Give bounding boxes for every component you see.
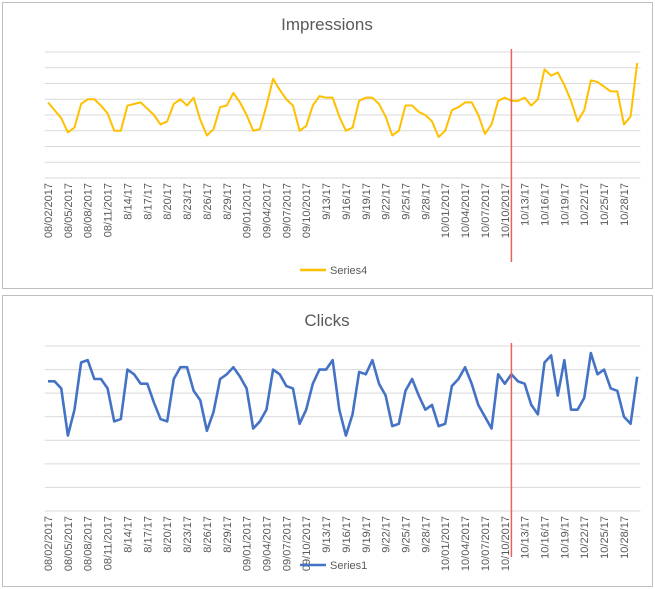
x-tick-label: 10/04/2017 [460,183,472,238]
x-tick-label: 08/08/2017 [83,516,95,571]
x-tick-label: 8/23/17 [182,183,194,220]
x-tick-label: 9/13/17 [321,183,333,220]
chart-title: Clicks [304,311,349,330]
x-tick-label: 9/28/17 [420,183,432,220]
x-tick-label: 10/13/17 [520,516,532,559]
x-tick-label: 10/07/2017 [480,183,492,238]
x-tick-label: 8/17/17 [142,516,154,553]
x-tick-label: 09/01/2017 [242,183,254,238]
x-tick-label: 08/02/2017 [43,183,55,238]
x-tick-label: 9/16/17 [341,183,353,220]
x-tick-label: 8/14/17 [122,183,134,220]
x-tick-label: 10/28/17 [619,183,631,226]
x-tick-label: 10/16/17 [540,183,552,226]
x-tick-label: 10/01/2017 [440,516,452,571]
chart-frame [2,2,653,289]
x-tick-label: 8/17/17 [142,183,154,220]
x-tick-label: 8/26/17 [202,183,214,220]
x-tick-label: 9/25/17 [400,516,412,553]
x-tick-label: 8/20/17 [162,183,174,220]
x-tick-label: 09/10/2017 [301,516,313,571]
x-tick-label: 09/07/2017 [281,516,293,571]
x-tick-label: 9/19/17 [361,516,373,553]
x-tick-label: 8/29/17 [222,516,234,553]
legend-label: Series4 [330,265,367,277]
x-tick-label: 8/14/17 [122,516,134,553]
x-tick-label: 10/10/2017 [500,183,512,238]
x-tick-label: 9/28/17 [420,516,432,553]
x-tick-label: 9/13/17 [321,516,333,553]
legend-label: Series1 [330,560,367,572]
x-tick-label: 08/08/2017 [83,183,95,238]
x-tick-label: 10/07/2017 [480,516,492,571]
chart-frame [2,295,653,587]
x-tick-label: 8/29/17 [222,183,234,220]
x-tick-label: 8/20/17 [162,516,174,553]
x-tick-label: 08/05/2017 [63,183,75,238]
x-tick-label: 8/23/17 [182,516,194,553]
x-tick-label: 08/11/2017 [103,516,115,570]
x-tick-label: 08/05/2017 [63,516,75,571]
x-tick-label: 09/04/2017 [261,516,273,571]
x-tick-label: 10/13/17 [520,183,532,226]
x-tick-label: 10/04/2017 [460,516,472,571]
x-tick-label: 10/22/17 [579,183,591,226]
x-tick-label: 08/11/2017 [103,183,115,237]
x-tick-label: 10/19/17 [559,183,571,226]
x-tick-label: 09/01/2017 [242,516,254,571]
x-tick-label: 9/22/17 [381,183,393,220]
chart-title: Impressions [281,15,373,34]
data-line [48,351,639,437]
x-tick-label: 10/19/17 [559,516,571,559]
x-tick-label: 10/25/17 [599,183,611,226]
x-tick-label: 8/26/17 [202,516,214,553]
x-tick-label: 10/01/2017 [440,183,452,238]
x-tick-label: 09/04/2017 [261,183,273,238]
x-tick-label: 9/16/17 [341,516,353,553]
x-tick-label: 10/10/2017 [500,516,512,571]
x-tick-label: 10/16/17 [540,516,552,559]
x-tick-label: 10/28/17 [619,516,631,559]
x-tick-label: 9/22/17 [381,516,393,553]
x-tick-label: 09/07/2017 [281,183,293,238]
x-tick-label: 09/10/2017 [301,183,313,238]
data-line [47,62,639,139]
x-tick-label: 10/22/17 [579,516,591,559]
x-tick-label: 9/25/17 [400,183,412,220]
x-tick-label: 08/02/2017 [43,516,55,571]
x-tick-label: 9/19/17 [361,183,373,220]
x-tick-label: 10/25/17 [599,516,611,559]
